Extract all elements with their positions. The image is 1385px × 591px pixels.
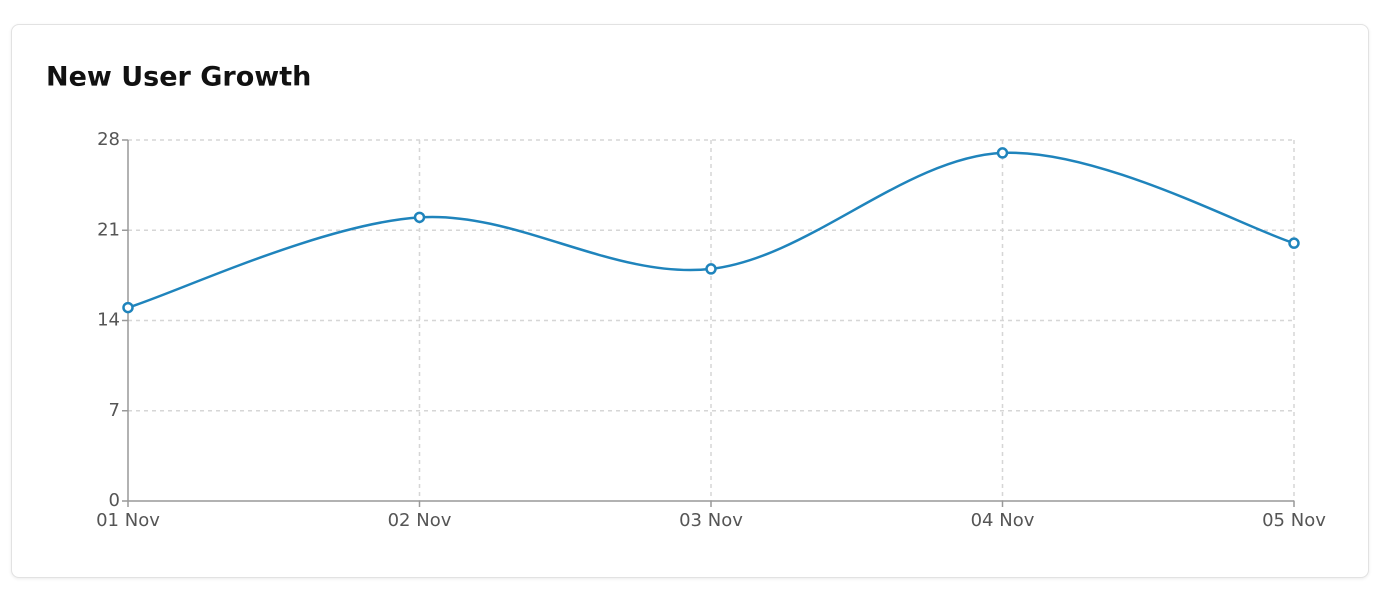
y-tick-label: 21 xyxy=(97,219,120,240)
x-tick-label: 03 Nov xyxy=(679,510,743,531)
point xyxy=(1288,237,1300,249)
y-tick-label: 0 xyxy=(109,490,120,511)
x-tick-label: 04 Nov xyxy=(971,510,1035,531)
y-tick-label: 14 xyxy=(97,310,120,331)
chart-title: New User Growth xyxy=(46,62,311,93)
point xyxy=(413,211,426,224)
y-tick-label: 28 xyxy=(97,129,120,150)
point xyxy=(996,147,1009,159)
card xyxy=(11,24,1369,578)
x-tick-label: 05 Nov xyxy=(1262,510,1326,531)
point xyxy=(122,301,134,314)
y-tick-label: 7 xyxy=(109,400,120,421)
x-tick-label: 02 Nov xyxy=(388,510,452,531)
x-tick-label: 01 Nov xyxy=(96,510,160,531)
point xyxy=(705,263,717,275)
